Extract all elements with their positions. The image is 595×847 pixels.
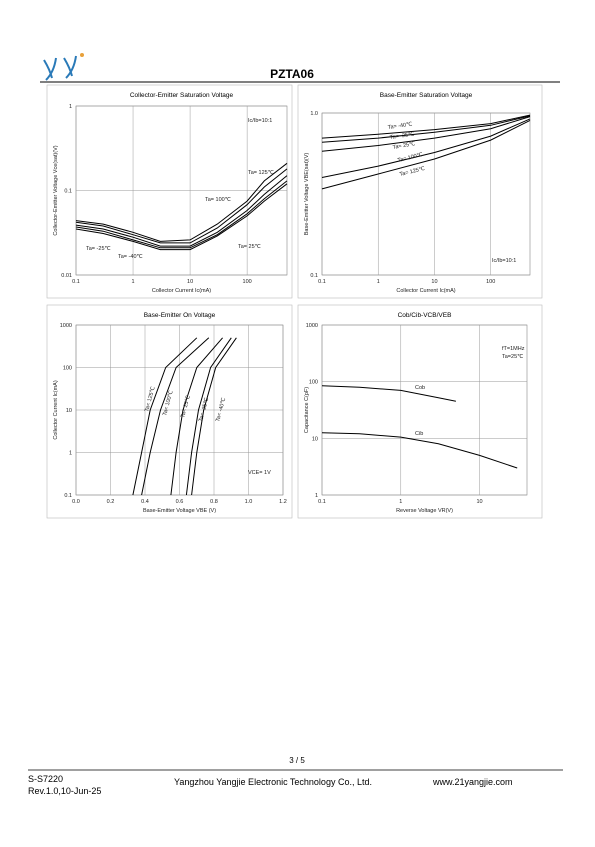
series-line [75,183,288,251]
series-line [75,162,288,242]
series-label: Ta= -40℃ [118,254,143,260]
annotation: Ic/Ib=10:1 [492,258,516,264]
annotation: Ta=25℃ [502,354,524,360]
y-axis-label: Collector-Emitter Voltage Vce(sat)(V) [53,145,59,235]
annotation: Ic/Ib=10:1 [248,118,272,124]
y-axis-label: Collector Current Ic(mA) [53,380,59,439]
doc-id: S-S7220 [28,774,63,784]
x-tick-label: 0.1 [318,279,326,285]
chart-title: Base-Emitter Saturation Voltage [380,92,473,99]
y-tick-label: 100 [63,366,72,372]
chart: Cob/Cib-VCB/VEB Reverse Voltage VR(V) Capa… [297,304,543,519]
series-label: Ta= 125℃ [248,170,275,176]
series-line [321,114,531,139]
x-axis-label: Base-Emitter Voltage VBE (V) [143,508,216,514]
series-line [75,168,288,244]
x-tick-label: 1 [132,279,135,285]
chart: Base-Emitter On Voltage Base-Emitter Volt… [46,304,293,519]
series-line [141,337,210,496]
x-tick-label: 0.1 [72,279,80,285]
y-tick-label: 10 [312,436,318,442]
y-tick-label: 100 [309,380,318,386]
x-tick-label: 1.0 [245,499,253,505]
y-tick-label: 1000 [60,323,72,329]
series-label: Ta= -25℃ [389,131,415,140]
chart: Collector-Emitter Saturation Voltage Coll… [46,84,293,299]
y-tick-label: 0.1 [310,273,318,279]
series-line [191,337,237,496]
y-axis-label: Capacitance C(pF) [304,387,310,433]
y-tick-label: 1.0 [310,111,318,117]
y-tick-label: 1 [69,451,72,457]
chart: Base-Emitter Saturation Voltage Collector… [297,84,543,299]
x-tick-label: 0.4 [141,499,149,505]
x-tick-label: 0.8 [210,499,218,505]
series-line [185,337,232,496]
y-tick-label: 10 [66,408,72,414]
y-tick-label: 1000 [306,323,318,329]
chart-frame [46,304,293,519]
x-tick-label: 0.1 [318,499,326,505]
series-label: Ta= 25℃ [238,244,262,250]
chart-frame [297,84,543,299]
chart-title: Cob/Cib-VCB/VEB [398,312,452,319]
chart-frame [297,304,543,519]
y-tick-label: 0.1 [64,493,72,499]
series-line [321,385,456,402]
series-line [75,180,288,249]
logo [43,53,84,81]
chart-title: Base-Emitter On Voltage [144,312,216,319]
series-line [321,432,518,469]
series-line [321,119,531,190]
x-axis-label: Collector Current Ic(mA) [152,288,211,294]
series-label: Cob [415,385,425,391]
y-tick-label: 0.01 [61,273,72,279]
x-tick-label: 100 [486,279,495,285]
chart-frame [46,84,293,299]
series-label: Ta= -40℃ [387,121,413,130]
series-line [170,337,223,496]
x-axis-label: Collector Current Ic(mA) [396,288,455,294]
chart-title: Collector-Emitter Saturation Voltage [130,92,234,99]
x-tick-label: 1.2 [279,499,287,505]
series-line [75,175,288,247]
series-label: Ta= -25℃ [86,246,111,252]
x-tick-label: 1 [377,279,380,285]
y-tick-label: 1 [315,493,318,499]
revision: Rev.1.0,10-Jun-25 [28,786,101,796]
series-label: Cib [415,431,423,437]
x-tick-label: 10 [477,499,483,505]
series-line [321,115,531,143]
doc-title: PZTA06 [270,67,314,81]
x-tick-label: 0.2 [107,499,115,505]
x-tick-label: 1 [399,499,402,505]
website: www.21yangjie.com [432,777,513,787]
y-axis-label: Base-Emitter Voltage VBE(sat)(V) [304,153,310,236]
series-line [321,118,531,178]
company: Yangzhou Yangjie Electronic Technology C… [174,777,372,787]
annotation: fT=1MHz [502,346,525,352]
y-tick-label: 1 [69,104,72,110]
page-number: 3 / 5 [289,756,305,765]
series-label: Ta= 25℃ [180,394,192,418]
x-tick-label: 0.6 [176,499,184,505]
series-line [132,337,198,496]
annotation: VCE= 1V [248,470,271,476]
x-tick-label: 0.0 [72,499,80,505]
series-label: Ta= 100℃ [205,197,232,203]
series-line [321,116,531,152]
x-tick-label: 10 [187,279,193,285]
x-tick-label: 10 [431,279,437,285]
x-axis-label: Reverse Voltage VR(V) [396,508,453,514]
x-tick-label: 100 [243,279,252,285]
y-tick-label: 0.1 [64,189,72,195]
series-label: Ta= 25℃ [392,141,416,151]
